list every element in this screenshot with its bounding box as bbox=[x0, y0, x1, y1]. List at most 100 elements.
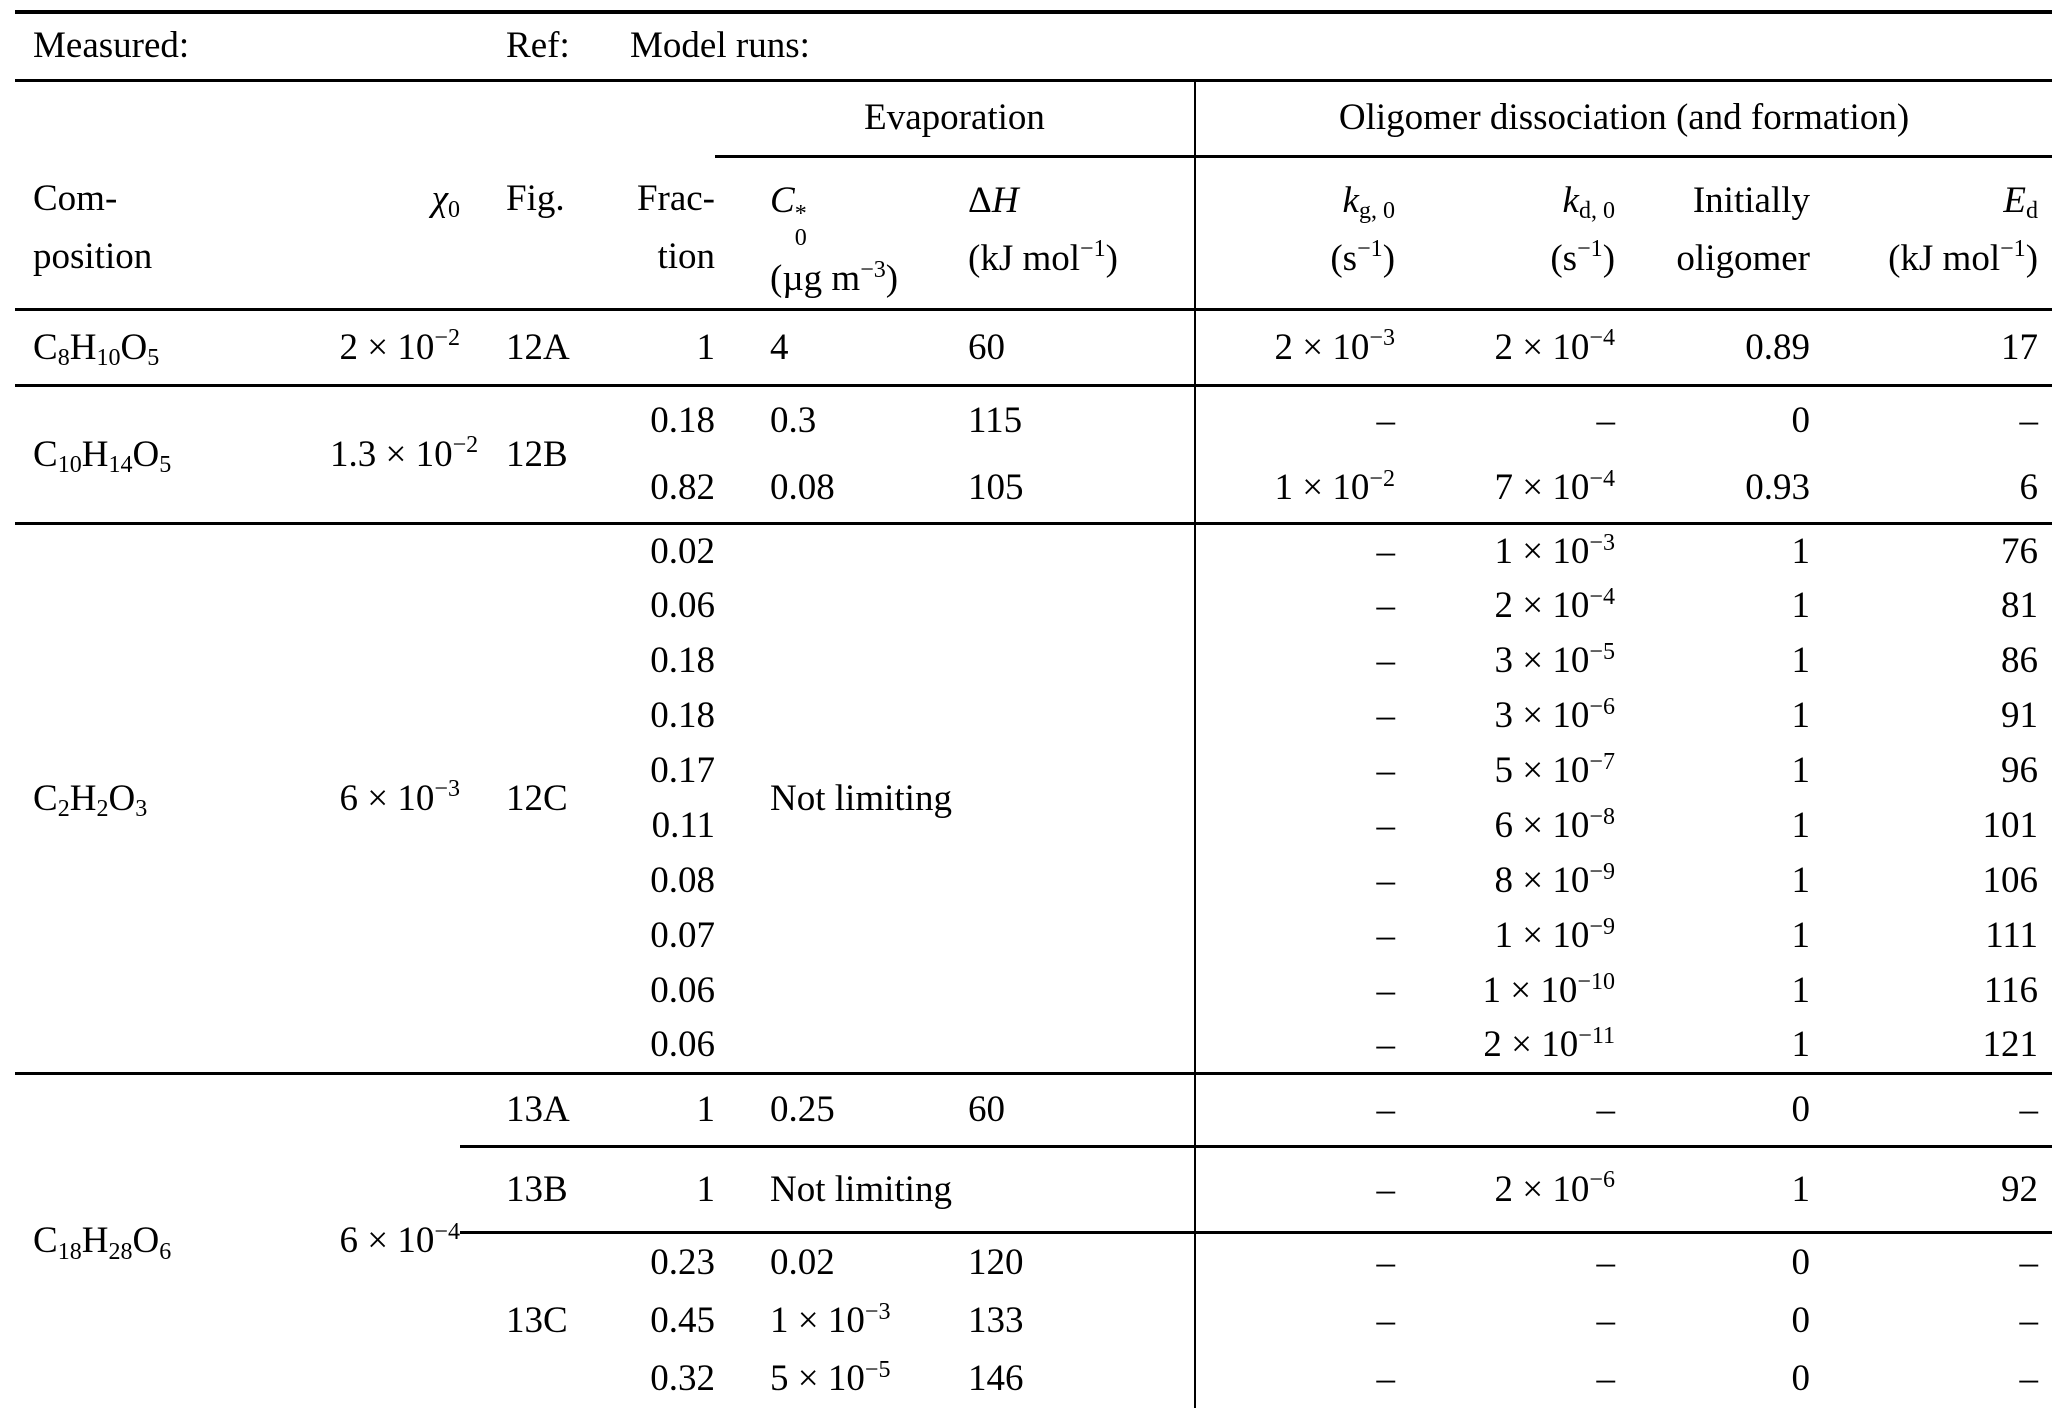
cell-c0star: 0.25 bbox=[715, 1073, 916, 1149]
cell-kg0: – bbox=[1376, 585, 1396, 627]
cell-kd0: 1 × 10−3 bbox=[1494, 529, 1616, 572]
cell-initially-oligomer: 1 bbox=[1791, 695, 1811, 737]
row-12c-3: 0.18 – 3 × 10−5 1 86 bbox=[15, 634, 2052, 689]
cell-kd0: 1 × 10−9 bbox=[1494, 913, 1616, 957]
cell-kd0: – bbox=[1596, 1241, 1616, 1283]
cell-initially-oligomer: 1 bbox=[1615, 1146, 1811, 1235]
cell-kd0: 3 × 10−5 bbox=[1494, 638, 1616, 682]
row-12c-10: 0.06 – 2 × 10−11 1 121 bbox=[15, 1018, 2053, 1076]
column-header-row: Com-position χ0 Fig. Frac-tion C * 0 (µg m−… bbox=[15, 156, 2053, 312]
cell-kg0: – bbox=[1195, 1146, 1396, 1235]
col-header-c0star: C * 0 (µg m−3) bbox=[715, 156, 916, 312]
cell-delta-h: 146 bbox=[915, 1350, 1197, 1408]
cell-fig: 12C bbox=[460, 523, 591, 1076]
cell-kg0: – bbox=[1376, 915, 1396, 957]
cell-delta-h: 60 bbox=[915, 1073, 1197, 1149]
row-12c-1: C2H2O3 6 × 10−3 12C 0.02 Not limiting – … bbox=[15, 523, 2052, 1076]
cell-initially-oligomer: 1 bbox=[1791, 640, 1811, 682]
cell-initially-oligomer: 1 bbox=[1791, 585, 1811, 627]
cell-ed: – bbox=[1810, 1073, 2053, 1149]
col-header-kd0: kd, 0 (s−1) bbox=[1395, 156, 1616, 312]
cell-ed: 81 bbox=[2001, 585, 2039, 627]
cell-not-limiting-note: Not limiting bbox=[715, 523, 1197, 1076]
cell-initially-oligomer: 0 bbox=[1615, 1073, 1811, 1149]
cell-kg0: – bbox=[1195, 1018, 1396, 1076]
cell-kd0: 2 × 10−11 bbox=[1395, 1018, 1616, 1076]
cell-initially-oligomer: 0 bbox=[1615, 1350, 1811, 1408]
col-header-delta-h: ΔH (kJ mol−1) bbox=[915, 156, 1197, 312]
cell-ed: 121 bbox=[1810, 1018, 2053, 1076]
cell-ed: 76 bbox=[2001, 530, 2039, 572]
cell-c0star: 0.3 bbox=[770, 399, 817, 441]
cell-fraction: 1 bbox=[590, 1146, 716, 1235]
cell-ed: 91 bbox=[2001, 695, 2039, 737]
cell-delta-h: 120 bbox=[915, 1232, 1197, 1292]
cell-kd0: 8 × 10−9 bbox=[1494, 858, 1616, 902]
ref-label: Ref: bbox=[460, 10, 591, 82]
cell-kd0: – bbox=[1395, 1350, 1616, 1408]
cell-kg0: – bbox=[1376, 805, 1396, 847]
cell-delta-h: 115 bbox=[915, 385, 1197, 455]
cell-kg0: – bbox=[1195, 1073, 1396, 1149]
cell-kg0: – bbox=[1376, 1241, 1396, 1283]
cell-fig: 12A bbox=[460, 309, 591, 388]
col-header-fraction: Frac-tion bbox=[590, 156, 716, 312]
cell-delta-h: 60 bbox=[915, 309, 1197, 388]
cell-initially-oligomer: 0.93 bbox=[1615, 454, 1811, 526]
cell-ed: 116 bbox=[1983, 970, 2039, 1012]
cell-kd0: 6 × 10−8 bbox=[1494, 803, 1616, 847]
cell-not-limiting-note: Not limiting bbox=[715, 1146, 1197, 1235]
cell-kg0: 2 × 10−3 bbox=[1195, 309, 1396, 388]
group-header-row: Evaporation Oligomer dissociation (and f… bbox=[15, 80, 2053, 158]
oligomer-group-header: Oligomer dissociation (and formation) bbox=[1195, 80, 2053, 158]
cell-ed: 111 bbox=[1985, 915, 2039, 957]
cell-kg0: – bbox=[1376, 640, 1396, 682]
row-13a: C18H28O6 6 × 10−4 13A 1 0.25 60 – – 0 – bbox=[15, 1073, 2053, 1408]
cell-fraction: 0.08 bbox=[650, 860, 716, 902]
row-12c-8: 0.07 – 1 × 10−9 1 111 bbox=[15, 909, 2052, 964]
cell-initially-oligomer: 1 bbox=[1791, 750, 1811, 792]
cell-ed: – bbox=[2019, 1241, 2039, 1283]
row-12b-2: 0.82 0.08 105 1 × 10−2 7 × 10−4 0.93 6 bbox=[15, 454, 2053, 526]
cell-initially-oligomer: 1 bbox=[1791, 915, 1811, 957]
row-13c-1: 13C 0.23 0.02 120 – – 0 – bbox=[15, 1232, 2052, 1408]
cell-fraction: 0.82 bbox=[590, 454, 716, 526]
row-13c-2: 0.45 1 × 10−3 133 – – 0 – bbox=[15, 1291, 2052, 1351]
cell-c0star: 0.08 bbox=[715, 454, 916, 526]
cell-fig: 13A bbox=[460, 1073, 591, 1149]
cell-fraction: 0.18 bbox=[650, 695, 716, 737]
cell-fig: 13C bbox=[460, 1232, 591, 1408]
cell-kg0: – bbox=[1376, 1300, 1396, 1342]
cell-c0star: 0.02 bbox=[770, 1241, 835, 1283]
measured-label: Measured: bbox=[15, 10, 461, 82]
cell-kd0: 3 × 10−6 bbox=[1494, 693, 1616, 737]
cell-delta-h: 133 bbox=[915, 1291, 1197, 1351]
col-header-ed: Ed (kJ mol−1) bbox=[1810, 156, 2053, 312]
cell-kd0: 5 × 10−7 bbox=[1494, 748, 1616, 792]
cell-fraction: 0.06 bbox=[590, 1018, 716, 1076]
cell-initially-oligomer: 1 bbox=[1791, 530, 1811, 572]
col-header-fig: Fig. bbox=[460, 156, 591, 312]
cell-initially-oligomer: 1 bbox=[1791, 805, 1811, 847]
cell-composition: C10H14O5 bbox=[15, 385, 330, 526]
cell-ed: 6 bbox=[1810, 454, 2053, 526]
row-12c-7: 0.08 – 8 × 10−9 1 106 bbox=[15, 854, 2052, 909]
cell-c0star: 4 bbox=[715, 309, 916, 388]
cell-kd0: 2 × 10−4 bbox=[1494, 583, 1616, 627]
cell-fraction: 0.32 bbox=[590, 1350, 716, 1408]
cell-ed: 92 bbox=[1810, 1146, 2053, 1235]
col-header-initially-oligomer: Initially oligomer bbox=[1615, 156, 1811, 312]
cell-fraction: 1 bbox=[590, 309, 716, 388]
cell-fraction: 0.07 bbox=[650, 915, 716, 957]
cell-composition: C2H2O3 bbox=[15, 523, 330, 1076]
cell-delta-h: 105 bbox=[915, 454, 1197, 526]
row-13c-3: 0.32 5 × 10−5 146 – – 0 – bbox=[15, 1350, 2053, 1408]
cell-initially-oligomer: 0 bbox=[1791, 1300, 1811, 1342]
cell-kg0: – bbox=[1376, 860, 1396, 902]
cell-ed: 101 bbox=[1982, 805, 2039, 847]
cell-kg0: – bbox=[1195, 1350, 1396, 1408]
col-header-kg0: kg, 0 (s−1) bbox=[1195, 156, 1396, 312]
cell-fraction: 0.45 bbox=[650, 1300, 716, 1342]
cell-c0star: 1 × 10−3 bbox=[770, 1298, 891, 1342]
